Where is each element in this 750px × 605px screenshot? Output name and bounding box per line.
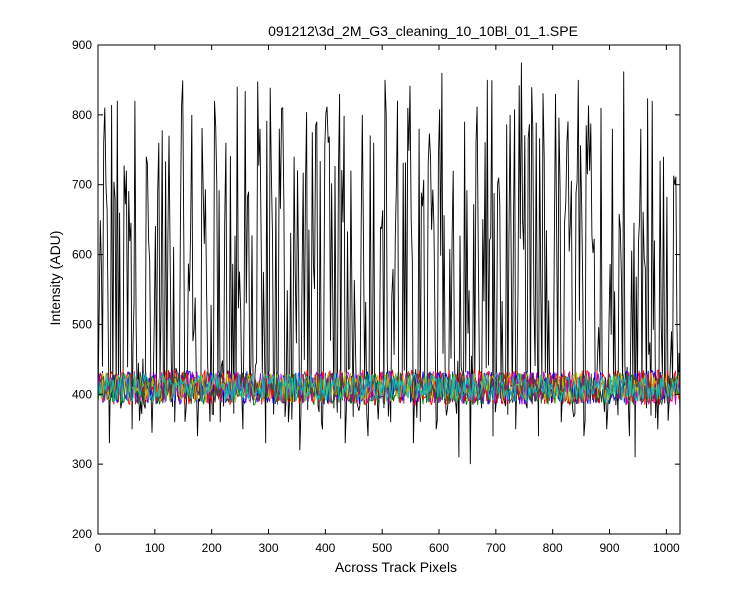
y-tick-label: 800 (72, 108, 92, 122)
ticks-layer: 0 100 200 300 400 500 600 700 800 900 1000 200 300 40… (72, 38, 680, 555)
x-tick-label: 400 (315, 541, 335, 555)
x-tick-label: 700 (486, 541, 506, 555)
y-tick-label: 600 (72, 248, 92, 262)
plot-area-frame (97, 44, 681, 535)
x-tick-label: 900 (600, 541, 620, 555)
y-tick-label: 300 (72, 457, 92, 471)
series-layer (98, 62, 680, 465)
y-tick-label: 200 (72, 527, 92, 541)
x-tick-label: 500 (372, 541, 392, 555)
y-tick-label: 900 (72, 38, 92, 52)
x-tick-label: 600 (429, 541, 449, 555)
x-tick-label: 1000 (653, 541, 680, 555)
x-tick-label: 300 (258, 541, 278, 555)
x-tick-label: 100 (145, 541, 165, 555)
y-tick-label: 500 (72, 317, 92, 331)
chart-title: 091212\3d_2M_G3_cleaning_10_10Bl_01_1.SP… (268, 23, 578, 39)
y-axis-label: Intensity (ADU) (47, 231, 63, 326)
series-line-7 (98, 371, 680, 403)
y-tick-label: 700 (72, 178, 92, 192)
x-tick-label: 0 (95, 541, 102, 555)
y-tick-label: 400 (72, 387, 92, 401)
x-axis-label: Across Track Pixels (335, 559, 457, 575)
x-tick-label: 200 (202, 541, 222, 555)
x-tick-label: 800 (543, 541, 563, 555)
